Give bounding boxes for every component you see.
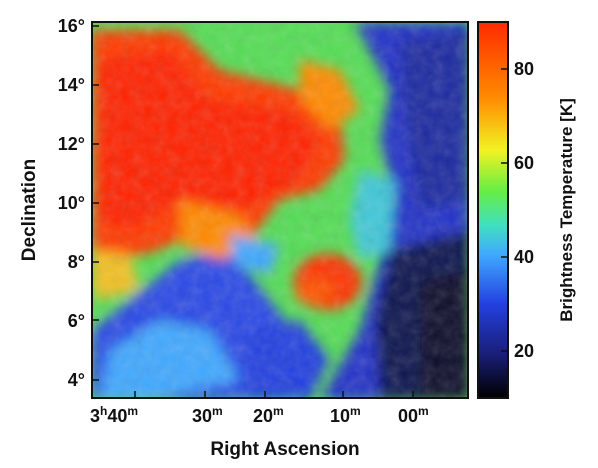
y-tick-label: 14° — [58, 75, 85, 95]
colorbar-tick-label: 80 — [514, 59, 534, 79]
y-tick-label: 10° — [58, 193, 85, 213]
y-tick-label: 6° — [68, 311, 85, 331]
colorbar-tick-label: 20 — [514, 341, 534, 361]
y-tick-label: 4° — [68, 370, 85, 390]
x-tick-label: 30m — [192, 404, 223, 426]
colorbar-label: Brightness Temperature [K] — [557, 98, 576, 322]
y-tick-label: 8° — [68, 252, 85, 272]
x-tick-label: 10m — [330, 404, 361, 426]
x-tick-label: 20m — [253, 404, 284, 426]
brightness-map-image — [92, 22, 468, 398]
colorbar-tick-label: 60 — [514, 153, 534, 173]
y-tick-label: 12° — [58, 134, 85, 154]
x-tick-label: 00m — [398, 404, 429, 426]
x-axis-label: Right Ascension — [210, 439, 359, 460]
x-axis: 3h40m 30m 20m 10m 00m Right Ascension — [90, 391, 429, 460]
x-tick-label: 3h40m — [90, 404, 138, 426]
colorbar-tick-label: 40 — [514, 247, 534, 267]
map-frame — [91, 21, 469, 399]
y-tick-label: 16° — [58, 16, 85, 36]
y-axis: 4° 6° 8° 10° 12° 14° 16° Declination — [19, 16, 99, 390]
colorbar: 20 40 60 80 Brightness Temperature [K] — [477, 21, 576, 399]
colorbar-gradient — [477, 21, 509, 399]
y-axis-label: Declination — [19, 159, 40, 261]
